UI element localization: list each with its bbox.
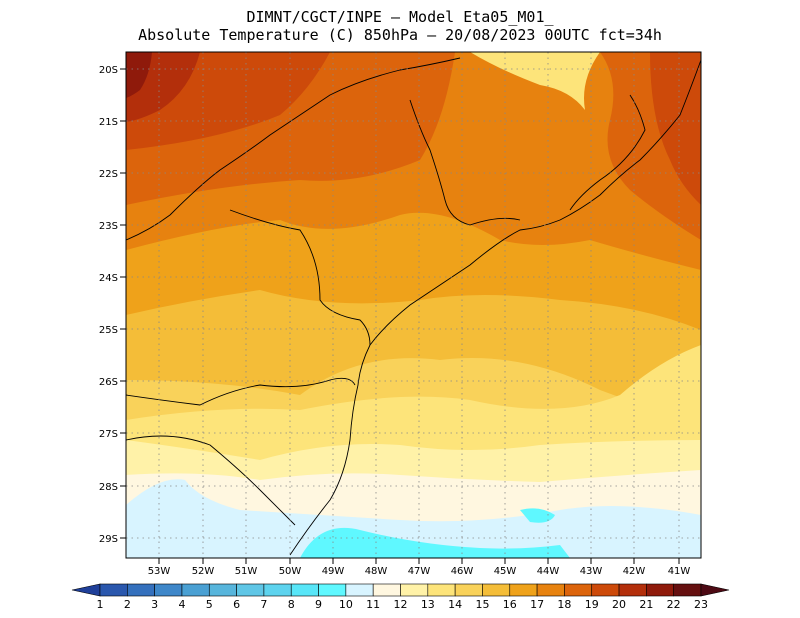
- colorbar-segment: [536, 583, 565, 597]
- lat-label: 29S: [99, 534, 118, 545]
- colorbar-segment: [208, 583, 237, 597]
- colorbar-segment: [454, 583, 483, 597]
- colorbar-label: 5: [206, 598, 213, 611]
- geographic-boundaries: [126, 57, 701, 556]
- temperature-field: [126, 52, 701, 558]
- map-frame: [125, 51, 702, 559]
- lon-labels: 53W 52W 51W 50W 49W 48W 47W 46W 45W 44W …: [148, 566, 691, 577]
- colorbar-segment: [99, 583, 128, 597]
- colorbar-segment: [427, 583, 456, 597]
- lon-label: 46W: [451, 566, 474, 577]
- lon-label: 53W: [148, 566, 171, 577]
- colorbar-segment: [127, 583, 155, 597]
- colorbar-label: 20: [612, 598, 626, 611]
- colorbar-label: 9: [315, 598, 322, 611]
- colorbar-label: 13: [421, 598, 435, 611]
- band-20-east: [650, 52, 701, 205]
- colorbar-segment: [482, 583, 511, 597]
- lat-label: 20S: [99, 65, 118, 76]
- lon-label: 50W: [279, 566, 302, 577]
- state-border-6: [569, 94, 646, 211]
- colorbar-label: 14: [448, 598, 462, 611]
- state-border-1: [126, 57, 461, 241]
- lon-label: 44W: [537, 566, 560, 577]
- colorbar-label: 22: [667, 598, 681, 611]
- lat-label: 21S: [99, 117, 118, 128]
- colorbar-label: 18: [557, 598, 571, 611]
- colorbar-segment: [236, 583, 265, 597]
- colorbar-label: 17: [530, 598, 544, 611]
- colorbar-segment: [646, 583, 674, 597]
- colorbar-segment: [290, 583, 319, 597]
- colorbar-label: 21: [639, 598, 653, 611]
- state-border-2: [229, 209, 371, 346]
- colorbar-segment: [345, 583, 374, 597]
- coastline: [289, 59, 701, 556]
- lon-label: 45W: [494, 566, 517, 577]
- lon-label: 52W: [192, 566, 215, 577]
- lon-label: 41W: [668, 566, 691, 577]
- colorbar-segment: [591, 583, 620, 597]
- lat-label: 25S: [99, 325, 118, 336]
- colorbar: 1 2 3 4 5 6 7 8 9 10 11 12 13 14 15 16 17 18 19 20 21 22 23: [71, 583, 730, 611]
- lat-label: 27S: [99, 429, 118, 440]
- colorbar-segment: [400, 583, 429, 597]
- colorbar-label: 16: [503, 598, 517, 611]
- colorbar-label: 4: [178, 598, 185, 611]
- colorbar-segment: [509, 583, 538, 597]
- lon-label: 47W: [408, 566, 431, 577]
- lat-label: 26S: [99, 377, 118, 388]
- lat-ticks: [120, 68, 126, 539]
- colorbar-label: 2: [124, 598, 131, 611]
- state-border-5: [409, 99, 521, 226]
- grid-lines: [126, 52, 701, 558]
- colorbar-label: 23: [694, 598, 708, 611]
- lon-label: 51W: [235, 566, 258, 577]
- colorbar-segment: [263, 583, 292, 597]
- colorbar-segment: [181, 583, 210, 597]
- lon-label: 49W: [322, 566, 345, 577]
- colorbar-segment: [618, 583, 647, 597]
- colorbar-segment: [564, 583, 593, 597]
- colorbar-segment: [372, 583, 401, 597]
- colorbar-label: 15: [475, 598, 489, 611]
- colorbar-label: 19: [585, 598, 599, 611]
- state-border-3: [126, 377, 356, 406]
- colorbar-arrow-left: [71, 583, 101, 597]
- lat-label: 28S: [99, 482, 118, 493]
- lon-label: 43W: [580, 566, 603, 577]
- colorbar-label: 7: [260, 598, 267, 611]
- colorbar-label: 6: [233, 598, 240, 611]
- band-14-coast: [470, 52, 600, 110]
- colorbar-segment: [154, 583, 183, 597]
- colorbar-label: 3: [151, 598, 158, 611]
- band-10-patch: [520, 508, 555, 523]
- colorbar-segment: [673, 583, 702, 597]
- lat-label: 23S: [99, 221, 118, 232]
- lon-ticks: [158, 558, 680, 564]
- colorbar-segment: [318, 583, 347, 597]
- colorbar-label: 12: [394, 598, 408, 611]
- colorbar-label: 10: [339, 598, 353, 611]
- lat-labels: 20S 21S 22S 23S 24S 25S 26S 27S 28S 29S: [99, 65, 118, 545]
- figure-title-line2: Absolute Temperature (C) 850hPa – 20/08/…: [138, 26, 662, 44]
- colorbar-label: 11: [366, 598, 380, 611]
- colorbar-label: 8: [288, 598, 295, 611]
- lat-label: 22S: [99, 169, 118, 180]
- colorbar-arrow-right: [700, 583, 730, 597]
- lon-label: 48W: [365, 566, 388, 577]
- lat-label: 24S: [99, 273, 118, 284]
- band-22: [126, 52, 152, 98]
- state-border-4: [126, 435, 296, 526]
- figure-title-line1: DIMNT/CGCT/INPE – Model Eta05_M01_: [246, 8, 554, 26]
- band-10-south: [300, 527, 570, 558]
- colorbar-label: 1: [97, 598, 104, 611]
- lon-label: 42W: [623, 566, 646, 577]
